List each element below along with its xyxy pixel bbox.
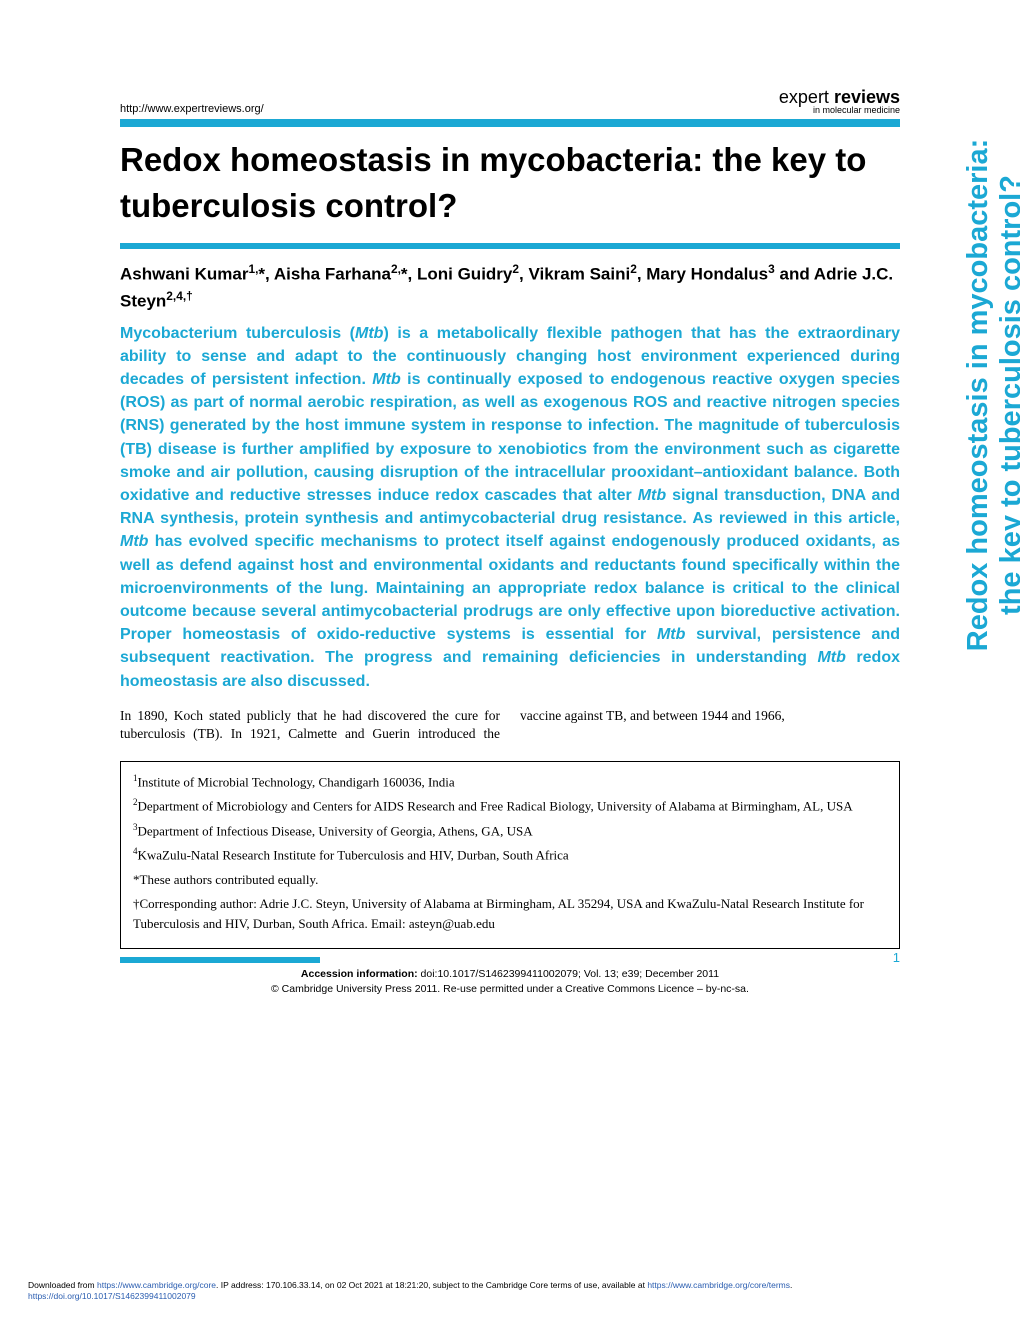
journal-subtitle: in molecular medicine: [779, 106, 900, 115]
article-title: Redox homeostasis in mycobacteria: the k…: [120, 137, 900, 229]
authors: Ashwani Kumar1,*, Aisha Farhana2,*, Loni…: [120, 261, 900, 313]
footer-link-terms[interactable]: https://www.cambridge.org/core/terms: [647, 1280, 790, 1290]
abstract: Mycobacterium tuberculosis (Mtb) is a me…: [120, 322, 900, 693]
affiliation: 3Department of Infectious Disease, Unive…: [133, 821, 887, 841]
journal-url[interactable]: http://www.expertreviews.org/: [120, 103, 264, 115]
header-row: http://www.expertreviews.org/ expert rev…: [120, 88, 900, 115]
accession-block: Accession information: doi:10.1017/S1462…: [120, 967, 900, 996]
footer-prefix: Downloaded from: [28, 1280, 97, 1290]
journal-title-light: expert: [779, 87, 834, 107]
title-rule: [120, 243, 900, 249]
affiliations-box: 1Institute of Microbial Technology, Chan…: [120, 761, 900, 949]
affiliation-note: *These authors contributed equally.: [133, 870, 887, 890]
journal-title-bold: reviews: [834, 87, 900, 107]
corresponding-author: †Corresponding author: Adrie J.C. Steyn,…: [133, 894, 887, 934]
download-footer: Downloaded from https://www.cambridge.or…: [28, 1280, 992, 1302]
accession-doi: doi:10.1017/S1462399411002079; Vol. 13; …: [418, 968, 719, 980]
footer-mid: . IP address: 170.106.33.14, on 02 Oct 2…: [216, 1280, 647, 1290]
bottom-rule-row: 1: [120, 949, 900, 967]
affiliation: 1Institute of Microbial Technology, Chan…: [133, 772, 887, 792]
affiliation: 2Department of Microbiology and Centers …: [133, 796, 887, 816]
side-running-title: Redox homeostasis in mycobacteria: the k…: [962, 135, 1020, 655]
affiliation: 4KwaZulu-Natal Research Institute for Tu…: [133, 845, 887, 865]
body-text: In 1890, Koch stated publicly that he ha…: [120, 707, 900, 751]
accession-copyright: © Cambridge University Press 2011. Re-us…: [271, 983, 749, 995]
footer-link-core[interactable]: https://www.cambridge.org/core: [97, 1280, 216, 1290]
journal-title: expert reviews: [779, 88, 900, 106]
page-number: 1: [893, 950, 900, 965]
footer-dot: .: [790, 1280, 792, 1290]
accession-label: Accession information:: [301, 968, 418, 980]
journal-brand: expert reviews in molecular medicine: [779, 88, 900, 115]
top-rule: [120, 119, 900, 127]
bottom-rule: [120, 957, 320, 963]
footer-link-doi[interactable]: https://doi.org/10.1017/S146239941100207…: [28, 1291, 196, 1301]
